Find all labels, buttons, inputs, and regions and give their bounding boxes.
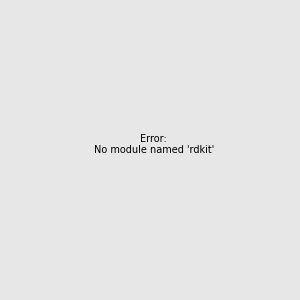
Text: Error:
No module named 'rdkit': Error: No module named 'rdkit' <box>94 134 214 155</box>
